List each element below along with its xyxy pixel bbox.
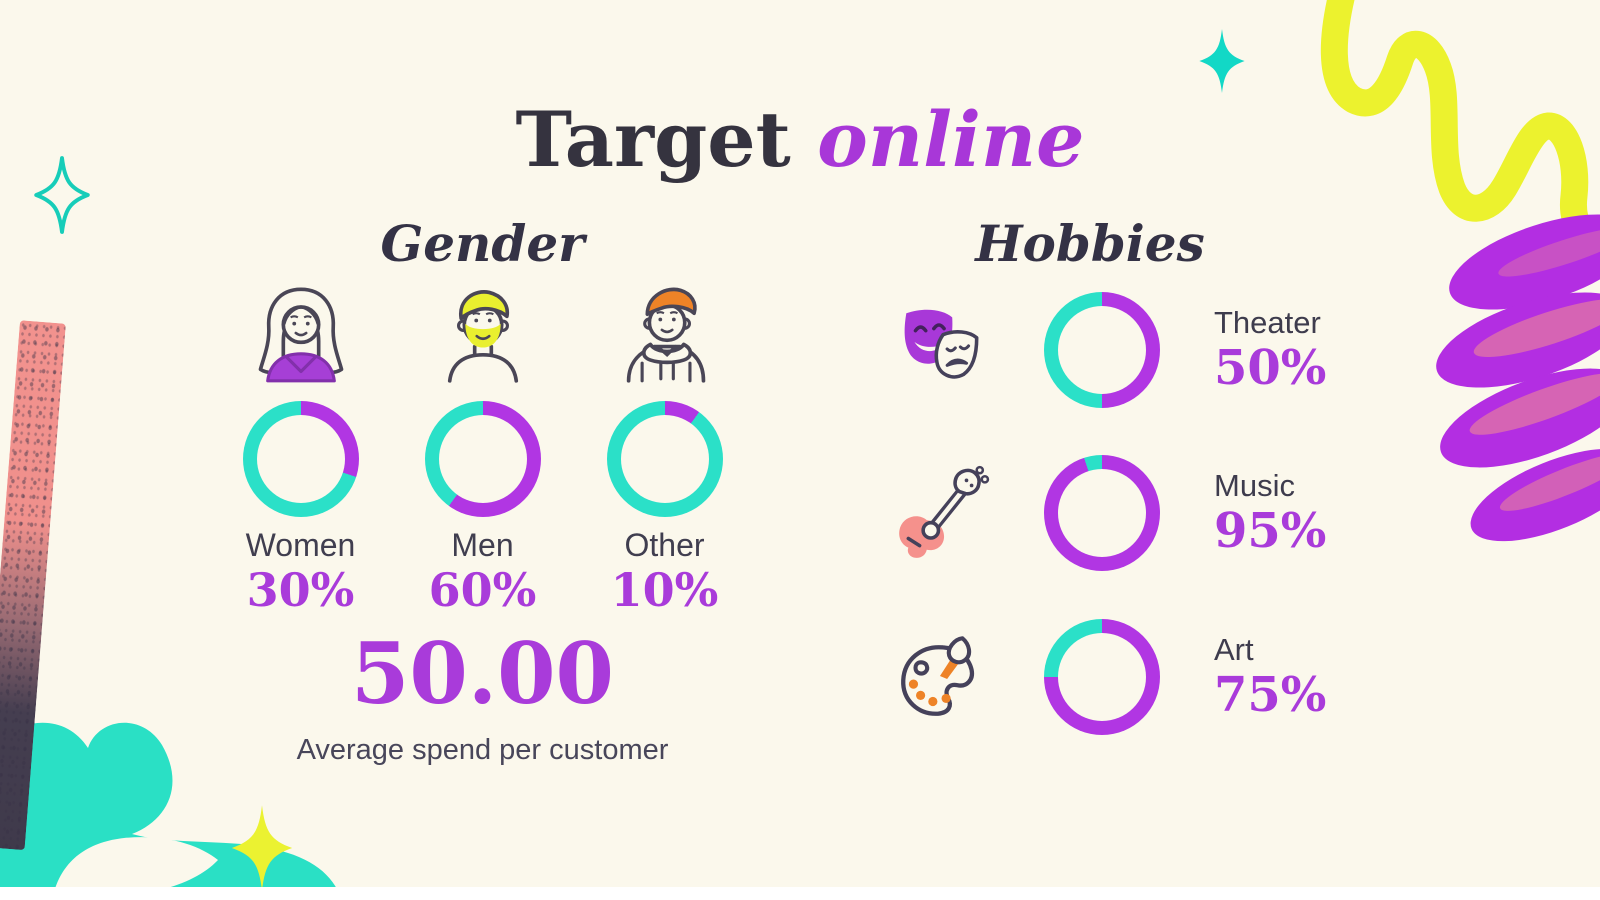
gender-donut-group: Women 30% Men 60%: [210, 281, 755, 617]
donut-hole: [1058, 633, 1146, 721]
sparkle-outline-icon: [34, 156, 90, 234]
gender-label: Other: [624, 527, 705, 563]
gender-label: Men: [451, 527, 514, 563]
donut-hole: [438, 415, 527, 503]
hobby-percent: 95%: [1214, 503, 1327, 559]
sparkle-teal-icon: [1199, 28, 1245, 94]
gender-item-women: Women 30%: [226, 281, 376, 617]
average-spend-caption: Average spend per customer: [296, 734, 669, 767]
gender-item-men: Men 60%: [408, 281, 558, 617]
bottom-margin: [0, 887, 1600, 900]
man-icon: [447, 290, 518, 383]
hobby-label: Music: [1214, 467, 1295, 503]
donut-chart-other: [606, 401, 723, 517]
hobby-percent: 75%: [1214, 667, 1327, 723]
gender-percent: 60%: [428, 563, 537, 617]
donut-chart-men: [424, 401, 541, 517]
donut-hole: [620, 415, 709, 503]
person-other-icon: [626, 287, 705, 383]
hobby-text: Art 75%: [1214, 631, 1370, 723]
sparkle-yellow-icon: [231, 805, 293, 891]
page-title: Target online: [0, 98, 1600, 182]
woman-icon: [258, 287, 343, 383]
gender-percent: 30%: [246, 563, 355, 617]
donut-chart-art: [1044, 619, 1160, 735]
gender-percent: 10%: [610, 563, 719, 617]
hobby-text: Music 95%: [1214, 467, 1370, 559]
hobby-row-music: Music 95%: [890, 453, 1370, 573]
purple-leaves-icon: [1436, 214, 1600, 542]
average-spend-stat: 50.00 Average spend per customer: [210, 624, 755, 767]
gender-item-other: Other 10%: [590, 281, 740, 617]
gender-label: Women: [245, 527, 356, 563]
title-highlight: online: [817, 95, 1085, 184]
average-spend-value: 50.00: [350, 624, 615, 723]
hobby-text: Theater 50%: [1214, 304, 1370, 396]
theater-masks-icon: [904, 309, 979, 379]
donut-chart-theater: [1044, 292, 1160, 408]
hobby-percent: 50%: [1214, 340, 1327, 396]
hobby-row-art: Art 75%: [890, 617, 1370, 737]
guitar-icon: [899, 465, 990, 558]
hobby-label: Theater: [1214, 304, 1321, 340]
donut-chart-women: [242, 401, 359, 517]
hobby-row-theater: Theater 50%: [890, 290, 1370, 410]
donut-hole: [1058, 469, 1146, 557]
palette-icon: [901, 636, 975, 716]
donut-chart-music: [1044, 455, 1160, 571]
gender-section-heading: Gender: [380, 214, 585, 273]
squiggle-icon: [1320, 0, 1600, 256]
donut-hole: [256, 415, 345, 503]
title-prefix: Target: [515, 95, 791, 184]
hobbies-section-heading: Hobbies: [975, 214, 1205, 273]
donut-hole: [1058, 306, 1146, 394]
hobby-label: Art: [1214, 631, 1254, 667]
